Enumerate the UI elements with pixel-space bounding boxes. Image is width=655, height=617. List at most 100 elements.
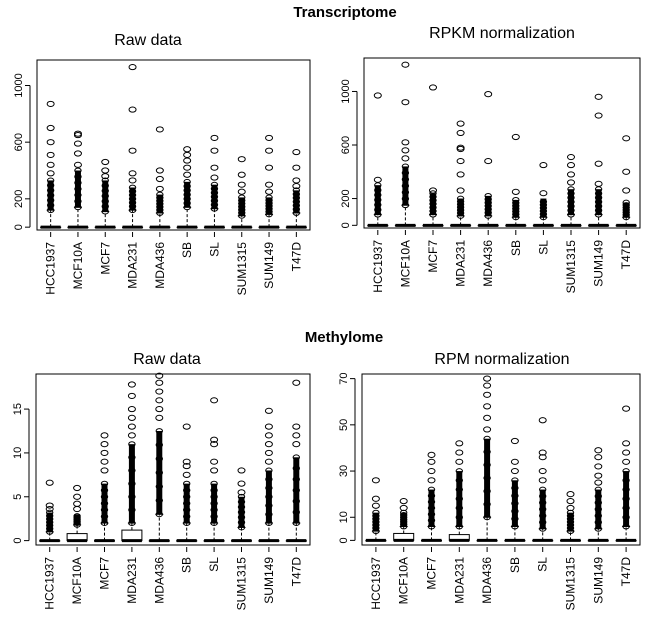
y-tick-label: 200 [340,189,352,207]
outlier-point [539,208,548,214]
outlier-point [265,181,274,188]
outlier-point [456,207,465,214]
dense-outlier-column [156,431,163,515]
outlier-point [128,195,137,202]
x-category-label: MCF7 [426,240,440,273]
outlier-point [46,170,55,177]
y-tick-label: 50 [338,419,350,431]
outlier-point [566,491,575,498]
outlier-point [594,499,602,506]
box-HCC1937 [365,477,387,542]
y-tick-label: 0 [340,222,352,228]
outlier-point [155,379,164,386]
outlier-point [155,388,164,395]
outlier-point [237,480,246,487]
section-title-transcriptome: Transcriptome [293,4,396,21]
outlier-point [210,493,218,500]
outlier-point [183,164,192,171]
dense-outlier-column [47,180,54,211]
y-tick-label: 600 [340,136,352,154]
outlier-point [265,493,273,500]
outlier-point [128,106,137,113]
outlier-point [372,518,380,525]
outlier-point [401,195,410,202]
dense-outlier-column [595,489,602,529]
outlier-point [455,477,463,484]
x-category-label: MCF7 [98,242,112,275]
x-category-label: SB [180,242,194,258]
x-category-label: MCF10A [397,557,411,604]
outlier-point [512,208,520,215]
outlier-point [182,462,191,470]
outlier-point [539,201,548,208]
outlier-point [510,437,519,445]
outlier-point [594,463,603,470]
outlier-point [539,512,547,519]
outlier-point [183,178,191,185]
box-SUM1315 [231,467,252,543]
outlier-point [265,511,273,518]
box-SUM149 [588,93,610,227]
outlier-point [210,436,219,443]
box-SL [532,417,554,542]
outlier-point [238,194,246,201]
outlier-point [74,179,82,186]
outlier-point [566,525,575,531]
outlier-point [456,198,465,205]
outlier-point [210,134,219,142]
outlier-point [155,483,164,490]
plot-frame [35,373,311,546]
boxplot-panel: Raw data 0 200 600 1000 HCC1937 MCF10A MCF7 MDA2… [13,32,311,295]
outlier-point [401,163,410,170]
y-tick-label: 0 [12,538,24,544]
outlier-point [483,403,492,410]
outlier-point [456,157,465,165]
outlier-point [155,397,164,404]
box-MDA436 [477,91,499,227]
x-category-label: SUM149 [591,557,605,604]
x-category-label: MDA231 [452,557,466,604]
outlier-point [567,203,575,210]
dense-outlier-column [456,471,463,527]
outlier-point [45,502,54,509]
outlier-point [100,467,109,474]
outlier-point [455,468,463,474]
outlier-point [265,197,273,204]
outlier-point [46,177,55,184]
outlier-point [456,195,465,202]
outlier-point [127,405,136,413]
box-T47D [615,135,637,227]
outlier-point [594,180,603,187]
outlier-point [372,512,380,519]
x-category-label: SUM1315 [564,557,578,611]
outlier-point [46,100,55,108]
outlier-point [567,171,575,178]
outlier-point [292,454,300,461]
outlier-point [539,506,547,513]
dense-outlier-column [457,198,464,216]
outlier-point [292,148,301,156]
outlier-point [100,441,109,448]
outlier-point [567,198,575,205]
outlier-point [100,480,109,487]
outlier-point [538,467,547,475]
outlier-point [456,144,465,151]
outlier-point [46,516,54,522]
x-category-label: MCF7 [98,557,112,590]
outlier-point [622,168,631,175]
outlier-point [73,140,82,147]
outlier-point [183,146,192,153]
outlier-point [456,120,465,127]
outlier-point [371,495,380,502]
outlier-point [264,441,273,448]
outlier-point [622,468,630,474]
outlier-point [429,84,437,91]
outlier-point [155,405,164,413]
outlier-point [155,497,164,504]
outlier-point [538,477,547,484]
outlier-point [594,454,603,461]
outlier-point [210,500,218,507]
outlier-point [155,175,164,183]
outlier-point [292,509,300,516]
